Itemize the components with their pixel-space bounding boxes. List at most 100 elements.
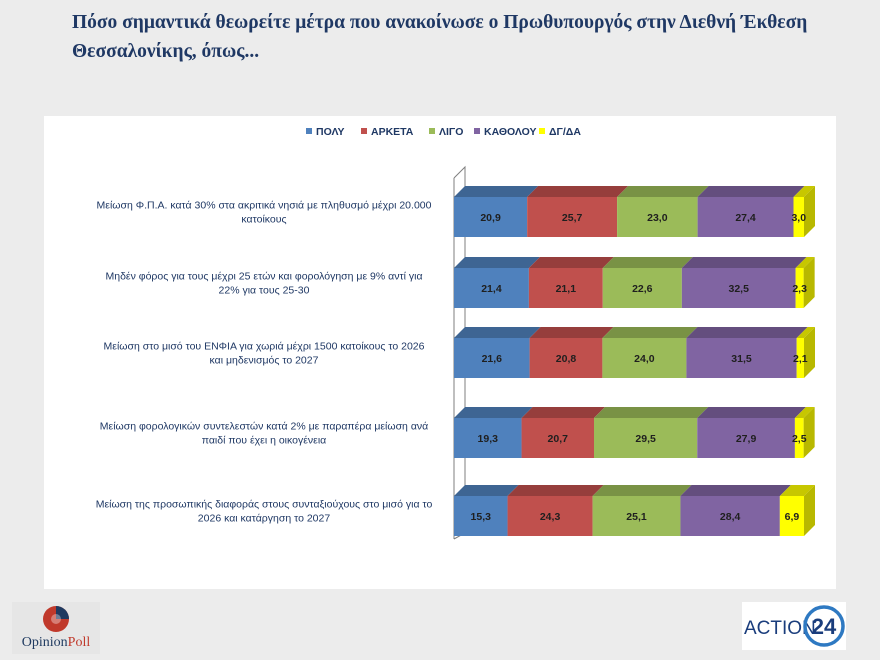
bar-segment-1-0: 21,4: [454, 257, 540, 308]
bar-top-2-2: [602, 327, 698, 338]
legend-swatch-4: [539, 128, 545, 134]
bar-front-2-3: [686, 338, 797, 378]
bar-front-2-0: [454, 338, 530, 378]
bar-front-4-0: [454, 496, 508, 536]
bar-segment-1-3: 32,5: [681, 257, 807, 308]
bar-top-2-3: [686, 327, 808, 338]
data-label-3-4: 2,5: [792, 433, 807, 445]
bar-segment-4-4: 6,9: [779, 485, 815, 536]
bar-side-1-4: [803, 257, 815, 308]
bar-segment-3-2: 29,5: [594, 407, 709, 458]
category-label-3: Μείωση φορολογικών συντελεστών κατά 2% μ…: [100, 421, 428, 447]
data-label-0-4: 3,0: [791, 212, 806, 224]
bar-segment-1-4: 2,3: [792, 257, 815, 308]
bar-top-2-1: [529, 327, 614, 338]
bar-row-3: 19,3 20,7 29,5 27,9 2,5: [454, 407, 815, 458]
data-label-1-2: 22,6: [632, 283, 653, 295]
bar-row-2: 21,6 20,8 24,0 31,5 2,1: [454, 327, 815, 378]
bar-segment-0-1: 25,7: [527, 186, 629, 237]
data-label-2-4: 2,1: [793, 353, 808, 365]
data-label-3-1: 20,7: [548, 433, 569, 445]
bar-top-4-3: [680, 485, 791, 496]
bar-segment-4-1: 24,3: [507, 485, 604, 536]
category-label-2: Μείωση στο μισό του ΕΝΦΙΑ για χωριά μέχρ…: [104, 341, 425, 367]
bar-side-2-4: [804, 327, 815, 378]
bar-top-0-3: [697, 186, 805, 197]
bar-top-3-3: [697, 407, 806, 418]
data-label-3-0: 19,3: [478, 433, 499, 445]
legend-swatch-3: [474, 128, 480, 134]
bar-segment-4-3: 28,4: [680, 485, 791, 536]
bar-front-3-1: [521, 418, 594, 458]
bar-segment-0-4: 3,0: [791, 186, 815, 237]
chart-title: Πόσο σημαντικά θεωρείτε μέτρα που ανακοί…: [72, 12, 808, 62]
bar-front-4-2: [592, 496, 681, 536]
bar-row-1: 21,4 21,1 22,6 32,5 2,3: [454, 257, 815, 308]
data-label-3-2: 29,5: [635, 433, 656, 445]
bar-front-2-1: [529, 338, 603, 378]
legend-label-4: ΔΓ/ΔΑ: [549, 126, 581, 138]
action24-number: 24: [812, 614, 837, 639]
bar-front-0-0: [454, 197, 528, 237]
bar-segment-4-2: 25,1: [592, 485, 692, 536]
bar-front-1-4: [795, 268, 804, 308]
bar-top-0-2: [617, 186, 709, 197]
bar-segment-3-3: 27,9: [697, 407, 806, 458]
bar-top-0-1: [527, 186, 629, 197]
data-label-2-3: 31,5: [731, 353, 752, 365]
bar-top-1-3: [681, 257, 807, 268]
bar-segment-0-3: 27,4: [697, 186, 805, 237]
bar-top-1-1: [528, 257, 614, 268]
bar-segment-3-1: 20,7: [521, 407, 605, 458]
action24-text: ACTION: [744, 618, 816, 639]
bar-row-4: 15,3 24,3 25,1 28,4 6,9: [454, 485, 815, 536]
data-label-1-1: 21,1: [556, 283, 577, 295]
bar-segment-2-0: 21,6: [454, 327, 541, 378]
data-label-1-4: 2,3: [792, 283, 807, 295]
bar-segment-2-3: 31,5: [686, 327, 808, 378]
bar-segment-2-1: 20,8: [529, 327, 614, 378]
stacked-bar-chart: ΠΟΛΥ ΑΡΚΕΤΑ ΛΙΓΟ ΚΑΘΟΛΟΥ ΔΓ/ΔΑ Μείωση Φ.Π.Α.…: [96, 126, 815, 540]
data-label-0-1: 25,7: [562, 212, 583, 224]
data-label-2-2: 24,0: [634, 353, 655, 365]
bar-side-3-4: [803, 407, 815, 458]
bar-top-3-4: [794, 407, 815, 418]
bar-segment-3-0: 19,3: [454, 407, 533, 458]
data-label-0-3: 27,4: [735, 212, 756, 224]
bar-segment-0-2: 23,0: [617, 186, 709, 237]
bar-front-0-4: [793, 197, 804, 237]
legend-label-0: ΠΟΛΥ: [316, 126, 345, 138]
category-labels: Μείωση Φ.Π.Α. κατά 30% στα ακριτικά νησι…: [96, 200, 433, 525]
bar-segment-1-1: 21,1: [528, 257, 614, 308]
legend-label-2: ΛΙΓΟ: [439, 126, 463, 138]
bar-top-4-1: [507, 485, 604, 496]
data-label-0-2: 23,0: [647, 212, 668, 224]
bar-row-0: 20,9 25,7 23,0 27,4 3,0: [454, 186, 815, 237]
bar-top-1-4: [795, 257, 815, 268]
legend-swatch-0: [306, 128, 312, 134]
bar-front-2-4: [796, 338, 804, 378]
legend-label-1: ΑΡΚΕΤΑ: [371, 126, 414, 138]
legend-swatch-2: [429, 128, 435, 134]
data-label-0-0: 20,9: [480, 212, 501, 224]
bar-front-4-4: [779, 496, 804, 536]
chart-legend: ΠΟΛΥ ΑΡΚΕΤΑ ΛΙΓΟ ΚΑΘΟΛΟΥ ΔΓ/ΔΑ: [306, 126, 581, 138]
category-label-4: Μείωση της προσωπικής διαφοράς στους συν…: [96, 499, 433, 525]
bar-top-2-0: [454, 327, 541, 338]
bar-segment-2-2: 24,0: [602, 327, 698, 378]
bar-top-3-2: [594, 407, 709, 418]
bar-front-0-2: [617, 197, 698, 237]
bar-top-3-0: [454, 407, 533, 418]
chart-panel: ΠΟΛΥ ΑΡΚΕΤΑ ΛΙΓΟ ΚΑΘΟΛΟΥ ΔΓ/ΔΑ Μείωση Φ.Π.Α.…: [44, 116, 836, 589]
bar-front-1-1: [528, 268, 603, 308]
bar-segment-1-2: 22,6: [602, 257, 693, 308]
bar-segment-4-0: 15,3: [454, 485, 519, 536]
category-label-0: Μείωση Φ.Π.Α. κατά 30% στα ακριτικά νησι…: [97, 200, 432, 226]
bar-front-0-3: [697, 197, 794, 237]
data-label-4-0: 15,3: [471, 511, 492, 523]
data-label-4-2: 25,1: [626, 511, 647, 523]
bar-top-0-4: [793, 186, 815, 197]
bar-side-4-4: [804, 485, 815, 536]
bar-front-3-4: [794, 418, 804, 458]
action24-ring-icon: [803, 605, 845, 647]
